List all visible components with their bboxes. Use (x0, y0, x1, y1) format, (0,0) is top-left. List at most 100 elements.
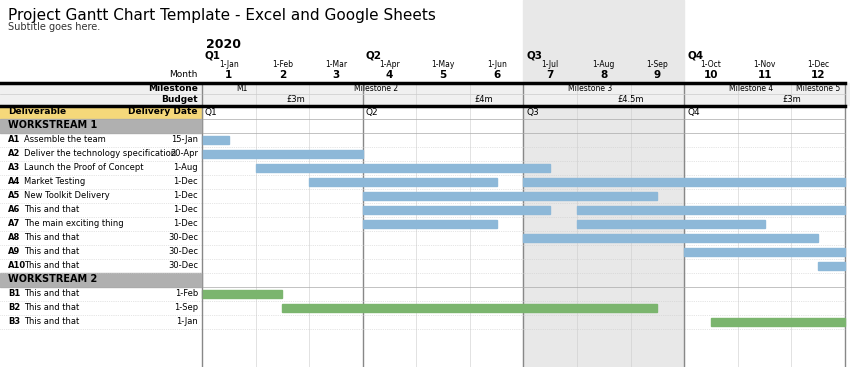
Text: New Toolkit Delivery: New Toolkit Delivery (24, 190, 110, 200)
Bar (577, 220, 765, 228)
Text: 11: 11 (757, 70, 772, 80)
Text: 30-Dec: 30-Dec (168, 247, 198, 255)
Text: 2020: 2020 (206, 38, 241, 51)
Text: WORKSTREAM 1: WORKSTREAM 1 (8, 120, 97, 131)
Text: 15-Jan: 15-Jan (171, 134, 198, 143)
Text: This and that: This and that (24, 247, 79, 255)
Text: 1-Sep: 1-Sep (647, 60, 668, 69)
Text: A6: A6 (8, 204, 20, 214)
Text: 1-Dec: 1-Dec (173, 218, 198, 228)
Text: 10: 10 (704, 70, 718, 80)
Text: WORKSTREAM 2: WORKSTREAM 2 (8, 275, 97, 284)
Text: 9: 9 (654, 70, 661, 80)
Text: 6: 6 (493, 70, 501, 80)
Text: M1: M1 (236, 84, 248, 93)
Text: 1-Dec: 1-Dec (173, 204, 198, 214)
Text: Assemble the team: Assemble the team (24, 134, 105, 143)
Text: This and that: This and that (24, 233, 79, 241)
Text: 1-May: 1-May (432, 60, 455, 69)
Text: A1: A1 (8, 134, 20, 143)
Bar (684, 248, 845, 256)
Text: 1-Feb: 1-Feb (175, 288, 198, 298)
Text: Milestone 3: Milestone 3 (569, 84, 613, 93)
Text: Milestone 2: Milestone 2 (354, 84, 398, 93)
Text: 30-Dec: 30-Dec (168, 261, 198, 269)
Bar (524, 234, 819, 242)
Text: Q3: Q3 (526, 108, 539, 116)
Text: £4m: £4m (474, 95, 493, 104)
Text: Q4: Q4 (688, 50, 703, 60)
Bar (577, 206, 845, 214)
Text: 1-Jan: 1-Jan (219, 60, 239, 69)
Text: Q1: Q1 (205, 108, 218, 116)
Bar (524, 178, 845, 186)
Text: 1-Jul: 1-Jul (541, 60, 559, 69)
Text: 30-Dec: 30-Dec (168, 233, 198, 241)
Text: This and that: This and that (24, 288, 79, 298)
Text: Market Testing: Market Testing (24, 177, 85, 185)
Text: 1-Apr: 1-Apr (379, 60, 400, 69)
Bar (363, 206, 550, 214)
Text: Q2: Q2 (366, 50, 382, 60)
Text: A4: A4 (8, 177, 20, 185)
Text: 1-Dec: 1-Dec (173, 190, 198, 200)
Text: 1-Jun: 1-Jun (487, 60, 507, 69)
Bar (202, 290, 282, 298)
Bar (309, 178, 496, 186)
Text: Q4: Q4 (688, 108, 700, 116)
Bar (0, 83, 850, 94)
Text: This and that: This and that (24, 302, 79, 312)
Text: Delivery Date: Delivery Date (128, 108, 198, 116)
Text: 1-Aug: 1-Aug (592, 60, 615, 69)
Bar (0, 273, 202, 287)
Text: Q1: Q1 (205, 50, 221, 60)
Text: A3: A3 (8, 163, 20, 171)
Text: This and that: This and that (24, 204, 79, 214)
Bar (363, 220, 496, 228)
Bar (0, 106, 202, 119)
Bar (202, 150, 363, 158)
Text: 8: 8 (600, 70, 608, 80)
Text: Deliver the technology specification: Deliver the technology specification (24, 149, 176, 157)
Text: A2: A2 (8, 149, 20, 157)
Bar (524, 0, 684, 367)
Text: Subtitle goes here.: Subtitle goes here. (8, 22, 100, 32)
Text: 3: 3 (332, 70, 340, 80)
Text: B1: B1 (8, 288, 20, 298)
Bar (363, 192, 657, 200)
Text: The main exciting thing: The main exciting thing (24, 218, 123, 228)
Text: This and that: This and that (24, 316, 79, 326)
Text: £3m: £3m (782, 95, 801, 104)
Bar (256, 164, 550, 172)
Bar (0, 94, 850, 105)
Text: A9: A9 (8, 247, 20, 255)
Text: 1: 1 (225, 70, 232, 80)
Bar (282, 304, 657, 312)
Text: Q2: Q2 (366, 108, 378, 116)
Bar (202, 136, 229, 144)
Text: 1-Dec: 1-Dec (808, 60, 830, 69)
Text: Milestone 4: Milestone 4 (729, 84, 774, 93)
Bar (0, 119, 202, 133)
Text: B2: B2 (8, 302, 20, 312)
Text: £3m: £3m (286, 95, 305, 104)
Text: 20-Apr: 20-Apr (170, 149, 198, 157)
Bar (711, 318, 845, 326)
Text: Launch the Proof of Concept: Launch the Proof of Concept (24, 163, 144, 171)
Text: 1-Feb: 1-Feb (272, 60, 293, 69)
Text: Deliverable: Deliverable (8, 108, 66, 116)
Text: 2: 2 (279, 70, 286, 80)
Text: 1-Sep: 1-Sep (174, 302, 198, 312)
Text: 5: 5 (439, 70, 447, 80)
Text: Budget: Budget (162, 95, 198, 104)
Text: 1-Mar: 1-Mar (325, 60, 347, 69)
Text: 1-Dec: 1-Dec (173, 177, 198, 185)
Text: 1-Jan: 1-Jan (176, 316, 198, 326)
Text: 1-Aug: 1-Aug (173, 163, 198, 171)
Text: This and that: This and that (24, 261, 79, 269)
Text: 1-Oct: 1-Oct (700, 60, 722, 69)
Bar (819, 262, 845, 270)
Text: 7: 7 (547, 70, 554, 80)
Text: A8: A8 (8, 233, 20, 241)
Text: Project Gantt Chart Template - Excel and Google Sheets: Project Gantt Chart Template - Excel and… (8, 8, 436, 23)
